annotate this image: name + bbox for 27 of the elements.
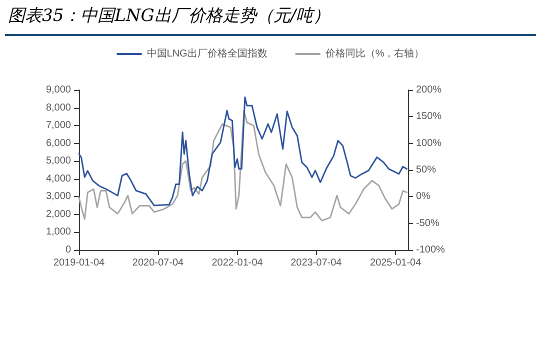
x-tick-label: 2023-07-04	[290, 258, 342, 268]
x-tick-label: 2022-01-04	[212, 258, 264, 268]
y2-tick-label: 200%	[416, 84, 442, 96]
y-tick-label: 6,000	[46, 138, 72, 149]
legend-label: 价格同比（%，右轴）	[324, 48, 424, 60]
x-tick-label: 2019-01-04	[53, 258, 106, 268]
x-tick-label: 2025-01-04	[370, 258, 422, 268]
line-series	[78, 96, 408, 206]
y-tick-label: 0	[65, 244, 72, 256]
y-tick-label: 5,000	[46, 156, 72, 167]
y2-tick-label: 50%	[416, 164, 436, 176]
y-tick-label: 2,000	[46, 208, 72, 220]
y2-tick-label: 0%	[416, 191, 431, 202]
y-tick-label: 7,000	[46, 120, 72, 132]
line-series	[78, 110, 408, 222]
y-tick-label: 9,000	[46, 84, 72, 96]
y2-tick-label: 100%	[416, 138, 442, 149]
legend-label: 中国LNG出厂价格全国指数	[146, 48, 268, 60]
y-tick-label: 3,000	[46, 191, 72, 202]
y2-tick-label: -50%	[416, 218, 440, 229]
chart-title: 图表35：中国LNG出厂价格走势（元/吨）	[8, 5, 330, 27]
y-tick-label: 4,000	[46, 173, 72, 184]
y-tick-label: 1,000	[46, 226, 72, 238]
y-tick-label: 8,000	[46, 102, 72, 114]
y2-tick-label: 150%	[416, 111, 442, 122]
y2-tick-label: -100%	[416, 244, 446, 256]
x-tick-label: 2020-07-04	[132, 258, 184, 268]
